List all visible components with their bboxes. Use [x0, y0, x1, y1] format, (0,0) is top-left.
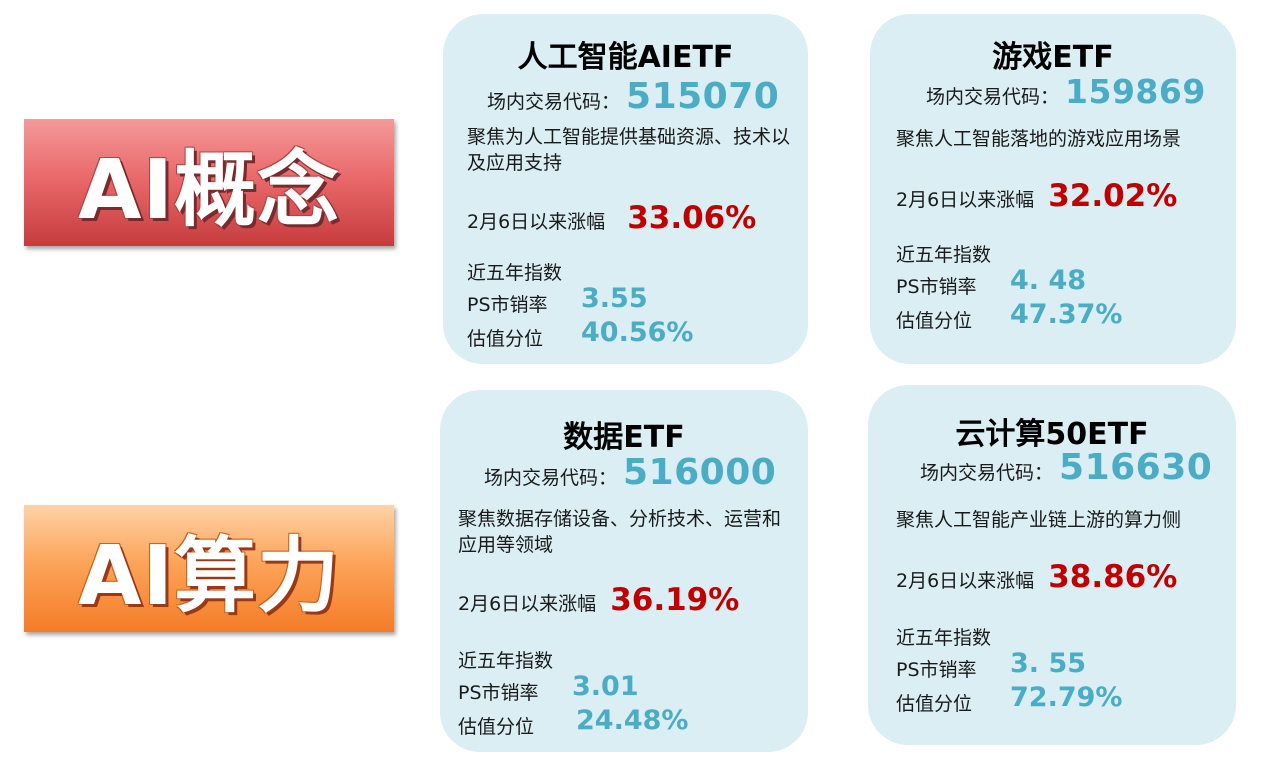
- etf-card-title: 云计算50ETF: [955, 417, 1149, 452]
- etf-card-game: 游戏ETF 场内交易代码： 159869 聚焦人工智能落地的游戏应用场景 2月6…: [870, 14, 1236, 364]
- gain-row: 2月6日以来涨幅 32.02%: [896, 178, 1177, 214]
- percentile-label: 估值分位: [458, 716, 535, 738]
- etf-card-cloud: 云计算50ETF 场内交易代码： 516630 聚焦人工智能产业链上游的算力侧 …: [868, 385, 1236, 745]
- trading-code-label: 场内交易代码：: [920, 462, 1054, 484]
- gain-value: 32.02%: [1048, 178, 1178, 214]
- gain-label: 2月6日以来涨幅: [896, 189, 1035, 211]
- trading-code-value: 515070: [626, 76, 780, 117]
- section-banner-label: AI算力: [78, 529, 340, 624]
- gain-value: 38.86%: [1048, 559, 1178, 595]
- trading-code-row: 场内交易代码： 159869: [926, 72, 1206, 111]
- etf-card-title: 游戏ETF: [992, 40, 1114, 75]
- index-label: 近五年指数: [896, 627, 992, 649]
- trading-code-label: 场内交易代码：: [484, 467, 618, 489]
- trading-code-row: 场内交易代码： 516630: [920, 447, 1212, 488]
- etf-card-data: 数据ETF 场内交易代码： 516000 聚焦数据存储设备、分析技术、运营和应用…: [440, 390, 808, 752]
- gain-label: 2月6日以来涨幅: [458, 593, 597, 615]
- ps-label: PS市销率: [896, 276, 977, 298]
- gain-value: 33.06%: [627, 200, 757, 236]
- gain-row: 2月6日以来涨幅 36.19%: [458, 582, 739, 618]
- ps-label: PS市销率: [458, 682, 539, 704]
- percentile-value: 40.56%: [581, 317, 694, 348]
- trading-code-value: 516000: [623, 452, 777, 493]
- percentile-label: 估值分位: [896, 310, 973, 332]
- gain-row: 2月6日以来涨幅 33.06%: [467, 200, 756, 236]
- trading-code-value: 159869: [1065, 72, 1206, 111]
- etf-description: 聚焦为人工智能提供基础资源、技术以及应用支持: [467, 126, 791, 174]
- index-label: 近五年指数: [458, 650, 554, 672]
- ps-value: 3.01: [572, 671, 639, 702]
- etf-card-title: 数据ETF: [563, 420, 685, 455]
- index-label: 近五年指数: [467, 262, 563, 284]
- ps-value: 3.55: [581, 283, 648, 314]
- ps-value: 4. 48: [1010, 265, 1087, 296]
- gain-label: 2月6日以来涨幅: [896, 570, 1035, 592]
- etf-card-ai: 人工智能AIETF 场内交易代码： 515070 聚焦为人工智能提供基础资源、技…: [443, 14, 808, 364]
- trading-code-row: 场内交易代码： 516000: [484, 452, 776, 493]
- ps-label: PS市销率: [467, 294, 548, 316]
- section-banner-label: AI概念: [78, 143, 340, 238]
- section-banner-ai-compute: AI算力: [24, 505, 394, 632]
- ps-value: 3. 55: [1010, 648, 1087, 679]
- percentile-value: 24.48%: [576, 705, 689, 736]
- percentile-label: 估值分位: [896, 693, 973, 715]
- trading-code-label: 场内交易代码：: [926, 86, 1060, 108]
- trading-code-row: 场内交易代码： 515070: [487, 76, 779, 117]
- percentile-value: 47.37%: [1010, 299, 1123, 330]
- ps-label: PS市销率: [896, 659, 977, 681]
- etf-card-title: 人工智能AIETF: [517, 40, 734, 75]
- etf-description: 聚焦人工智能落地的游戏应用场景: [896, 128, 1182, 150]
- trading-code-label: 场内交易代码：: [487, 91, 621, 113]
- gain-value: 36.19%: [610, 582, 740, 618]
- section-banner-ai-concept: AI概念: [24, 119, 394, 246]
- trading-code-value: 516630: [1059, 447, 1213, 488]
- etf-description: 聚焦数据存储设备、分析技术、运营和应用等领域: [458, 508, 782, 556]
- percentile-value: 72.79%: [1010, 682, 1123, 713]
- index-label: 近五年指数: [896, 244, 992, 266]
- etf-description: 聚焦人工智能产业链上游的算力侧: [896, 509, 1182, 531]
- percentile-label: 估值分位: [467, 328, 544, 350]
- gain-row: 2月6日以来涨幅 38.86%: [896, 559, 1177, 595]
- gain-label: 2月6日以来涨幅: [467, 211, 606, 233]
